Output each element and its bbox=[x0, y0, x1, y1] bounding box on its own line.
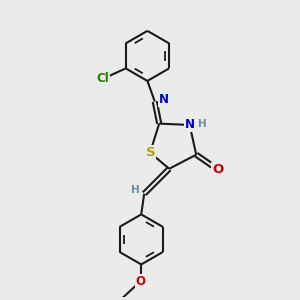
Text: O: O bbox=[136, 275, 146, 288]
Text: N: N bbox=[184, 118, 195, 131]
Text: S: S bbox=[146, 146, 155, 159]
Text: N: N bbox=[159, 93, 169, 106]
Text: Cl: Cl bbox=[97, 72, 110, 85]
Text: H: H bbox=[131, 185, 140, 195]
Text: H: H bbox=[198, 119, 206, 129]
Text: O: O bbox=[212, 163, 224, 176]
